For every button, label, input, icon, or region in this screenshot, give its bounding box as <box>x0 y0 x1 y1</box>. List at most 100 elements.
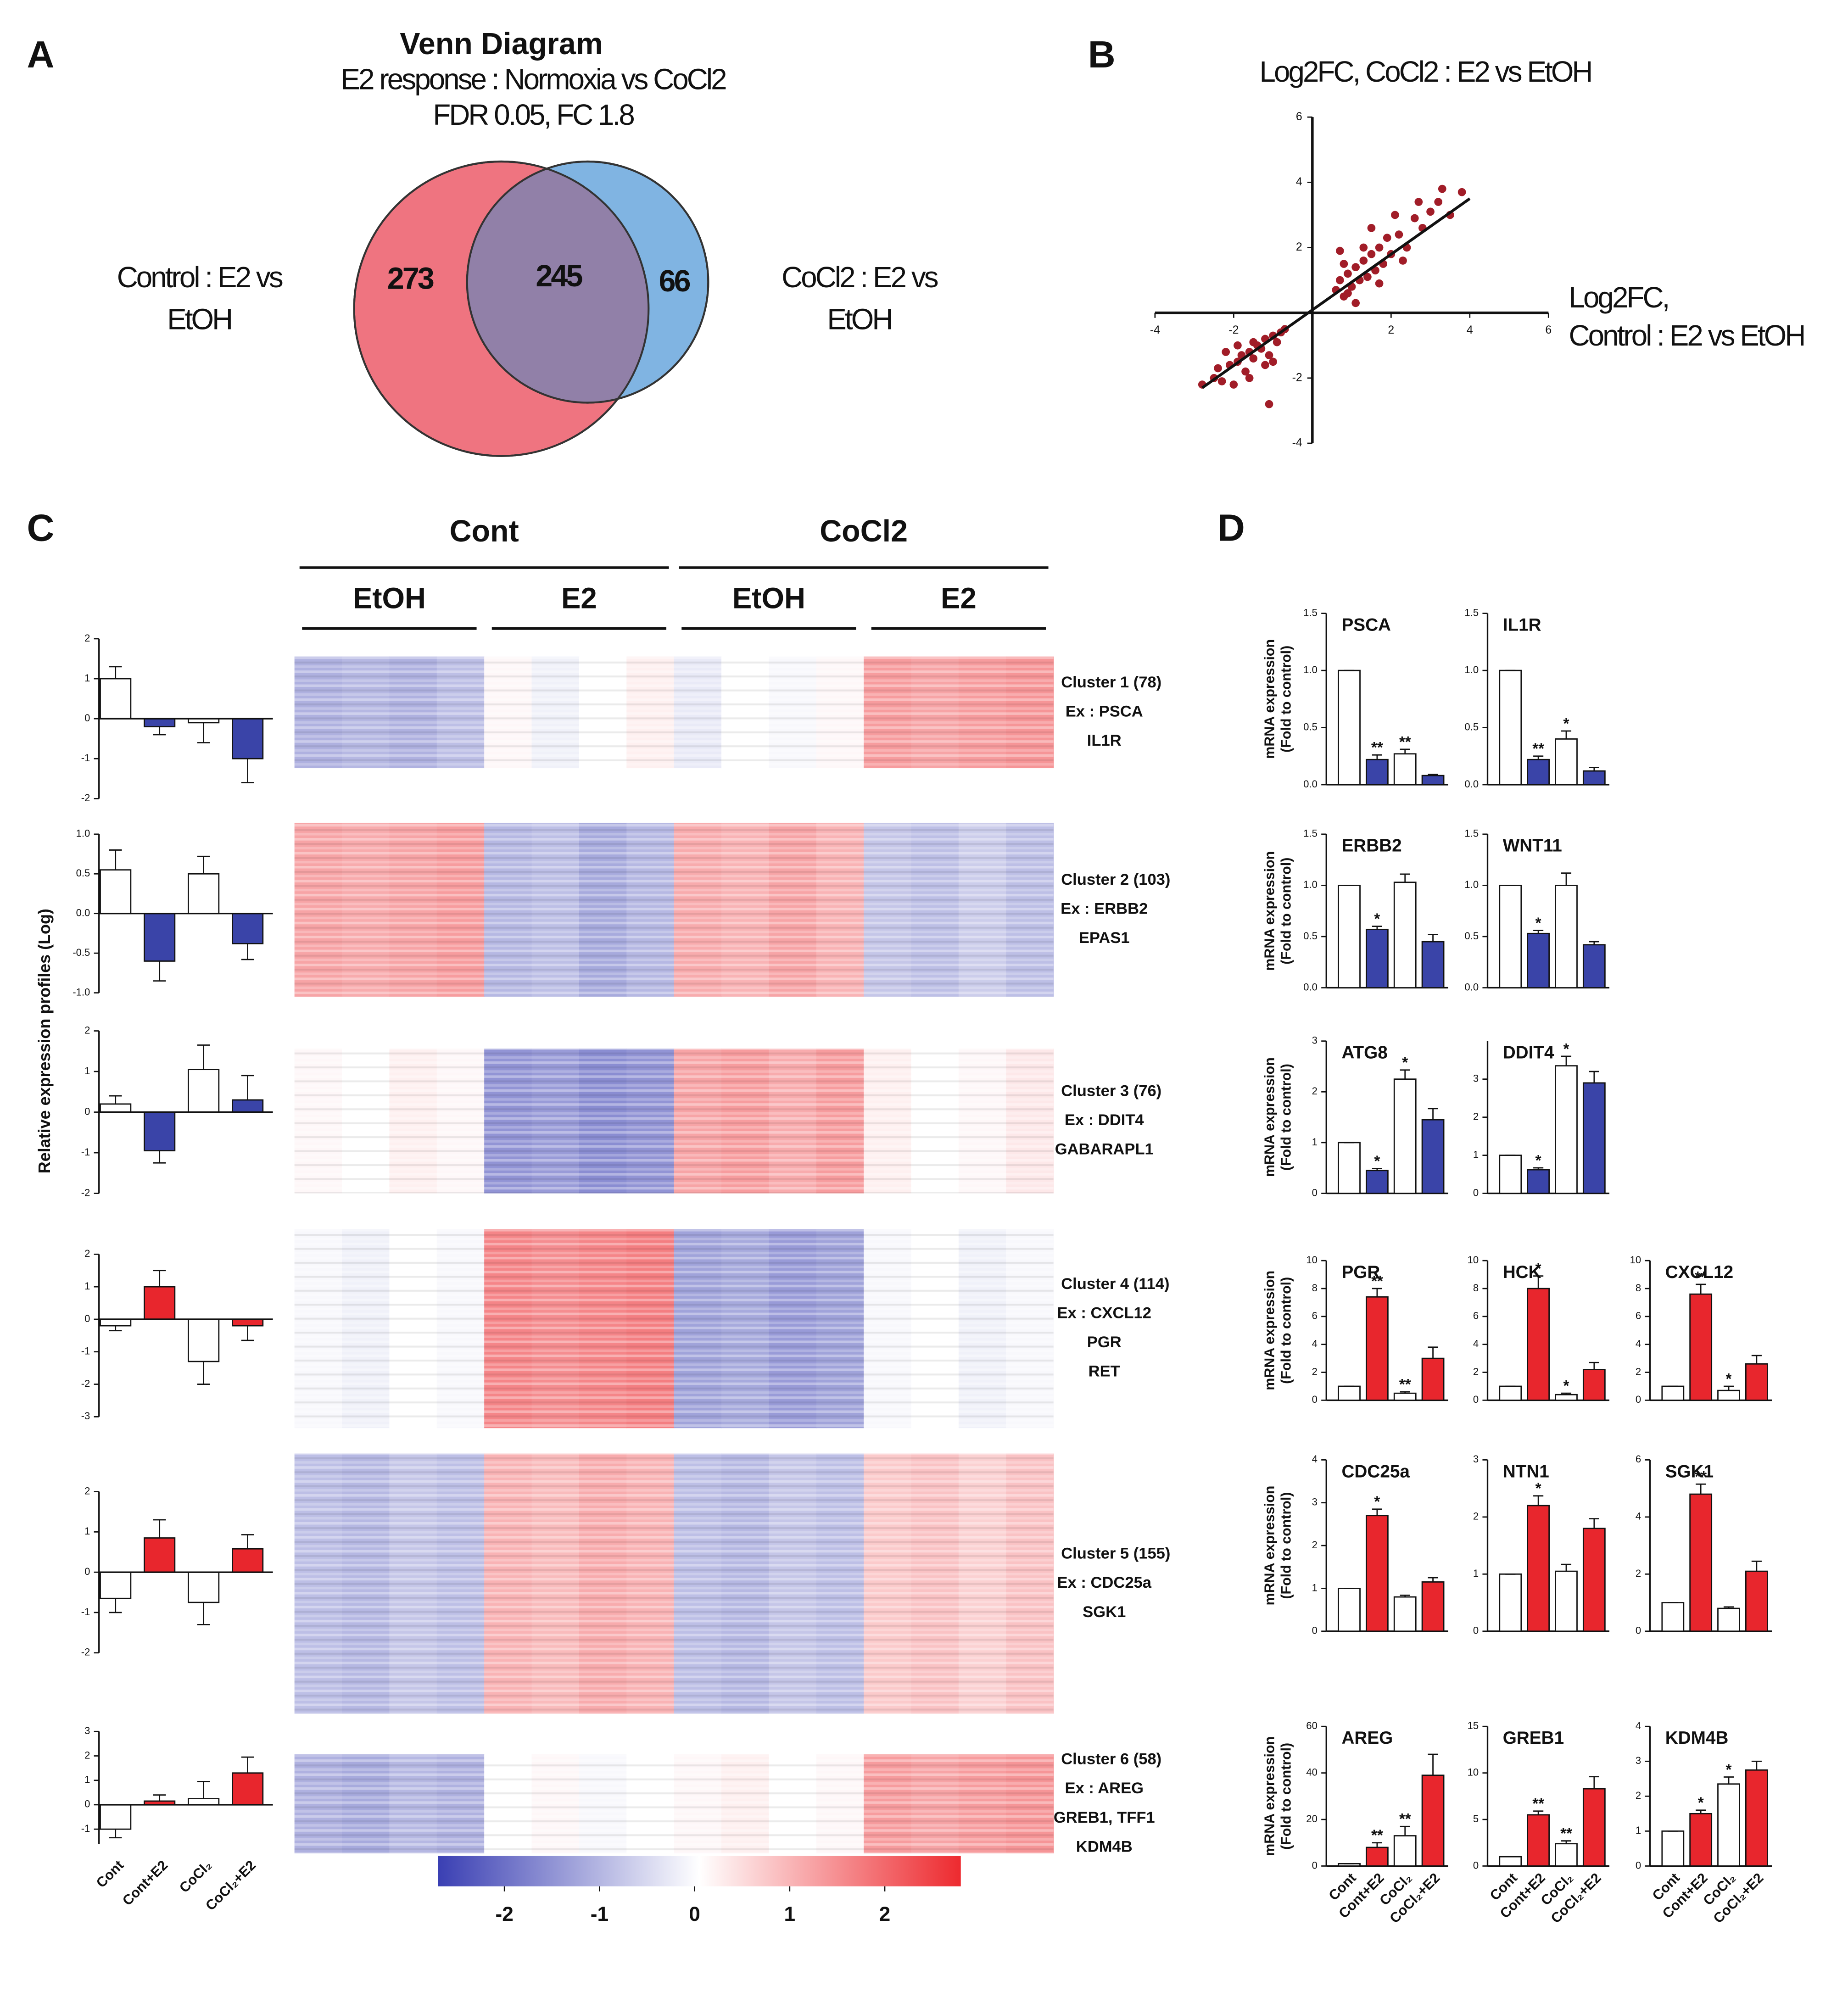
bar <box>1527 759 1550 786</box>
point <box>1367 250 1376 258</box>
bar <box>1661 1385 1685 1401</box>
error-bar <box>1589 1071 1599 1083</box>
y-tick-label: 0 <box>1473 1187 1479 1198</box>
y-tick-label: 3 <box>1473 1073 1479 1084</box>
y-tick-label: 1 <box>1312 1136 1318 1148</box>
significance: * <box>1563 715 1569 732</box>
y-tick-label: 15 <box>1468 1720 1479 1731</box>
x-tick-label: -4 <box>1150 324 1160 336</box>
venn-outline <box>466 160 709 404</box>
cluster-label: KDM4B <box>1076 1838 1133 1855</box>
bar <box>1365 928 1389 988</box>
bar <box>144 913 176 962</box>
significance: ** <box>1399 734 1411 751</box>
bar <box>232 1318 264 1327</box>
y-tick-label: 6 <box>1296 110 1302 123</box>
error-bar <box>1372 926 1382 930</box>
y-axis-label: mRNA expression <box>1262 639 1278 759</box>
y-tick-label: 10 <box>1630 1254 1641 1266</box>
point <box>1229 380 1238 389</box>
bar <box>188 1069 220 1113</box>
cluster-label: Ex : CXCL12 <box>1057 1304 1151 1322</box>
cluster-label: EPAS1 <box>1079 929 1130 947</box>
error-bar <box>1561 1392 1572 1395</box>
y-tick-label: -0.5 <box>73 947 90 958</box>
error-bar <box>1400 873 1410 882</box>
y-tick-label: 0.5 <box>1303 930 1318 942</box>
bar <box>1555 1843 1578 1867</box>
significance: ** <box>1532 741 1544 758</box>
y-tick-label: 4 <box>1636 1720 1641 1731</box>
y-tick-label: 2 <box>84 1024 90 1036</box>
significance: * <box>1535 915 1541 932</box>
bar <box>188 873 220 915</box>
y-tick-label: 2 <box>1473 1110 1479 1122</box>
heatmap-texture <box>294 1049 1054 1194</box>
error-bar <box>1696 1483 1706 1495</box>
error-bar <box>1561 1840 1572 1844</box>
bar <box>232 1099 264 1113</box>
y-axis-label: mRNA expression <box>1262 1057 1278 1177</box>
y-tick-label: 0 <box>1312 1625 1318 1636</box>
y-tick-label: 4 <box>1636 1338 1641 1350</box>
error-bar <box>109 1326 122 1332</box>
point <box>1351 263 1360 272</box>
y-tick-label: 8 <box>1312 1282 1318 1294</box>
bar <box>232 1548 264 1573</box>
point <box>1249 354 1258 363</box>
bar <box>188 1798 220 1806</box>
point <box>1375 279 1384 288</box>
error-bar <box>1533 1167 1544 1170</box>
error-bar <box>1400 1069 1410 1079</box>
y-axis-label: (Fold to control) <box>1279 1064 1294 1171</box>
y-tick-label: 8 <box>1473 1282 1479 1294</box>
colorbar-tick-label: 0 <box>689 1903 700 1925</box>
bar <box>1582 770 1606 786</box>
chart-title: NTN1 <box>1503 1462 1549 1481</box>
y-tick-label: 1.0 <box>1464 879 1479 890</box>
bar <box>144 1537 176 1573</box>
y-tick-label: 0 <box>84 712 90 724</box>
point <box>1363 273 1372 281</box>
y-axis-label: mRNA expression <box>1262 1486 1278 1606</box>
point <box>1414 198 1423 206</box>
bar <box>1689 1493 1713 1632</box>
bar <box>232 718 264 759</box>
y-tick-label: 1.0 <box>1303 879 1318 890</box>
y-axis-label: mRNA expression <box>1262 1271 1278 1390</box>
bar <box>1393 1835 1417 1867</box>
y-tick-label: -2 <box>81 1646 90 1658</box>
error-bar <box>1751 1560 1762 1572</box>
bar <box>1582 944 1606 988</box>
bar <box>1717 1783 1740 1867</box>
bar <box>1421 1357 1445 1401</box>
bar <box>1499 1856 1522 1867</box>
bar <box>1499 670 1522 786</box>
y-tick-label: 1.5 <box>1464 607 1479 618</box>
y-axis-label: (Fold to control) <box>1279 858 1294 965</box>
bar <box>1555 1570 1578 1632</box>
point <box>1217 377 1226 385</box>
y-tick-label: 1 <box>1636 1825 1641 1836</box>
y-tick-label: 0 <box>1636 1394 1641 1405</box>
cluster-label: GREB1, TFF1 <box>1054 1809 1155 1826</box>
colorbar-tick-label: -1 <box>591 1903 609 1925</box>
bar <box>232 913 264 944</box>
panel-label: A <box>27 33 55 76</box>
bar <box>1365 1847 1389 1867</box>
y-axis-label: (Fold to control) <box>1279 1743 1294 1850</box>
point <box>1359 257 1368 265</box>
point <box>1399 257 1407 265</box>
bar <box>100 1103 132 1113</box>
x-tick-label: CoCl₂ <box>176 1858 215 1896</box>
error-bar <box>153 726 166 736</box>
y-tick-label: -2 <box>1292 371 1302 384</box>
chart-title: HCK <box>1503 1262 1541 1282</box>
error-bar <box>1589 1518 1599 1529</box>
point <box>1245 374 1254 382</box>
x-tick-label: 4 <box>1467 324 1473 336</box>
y-tick-label: 0 <box>1312 1394 1318 1405</box>
point <box>1438 184 1446 193</box>
bar <box>100 1571 132 1599</box>
